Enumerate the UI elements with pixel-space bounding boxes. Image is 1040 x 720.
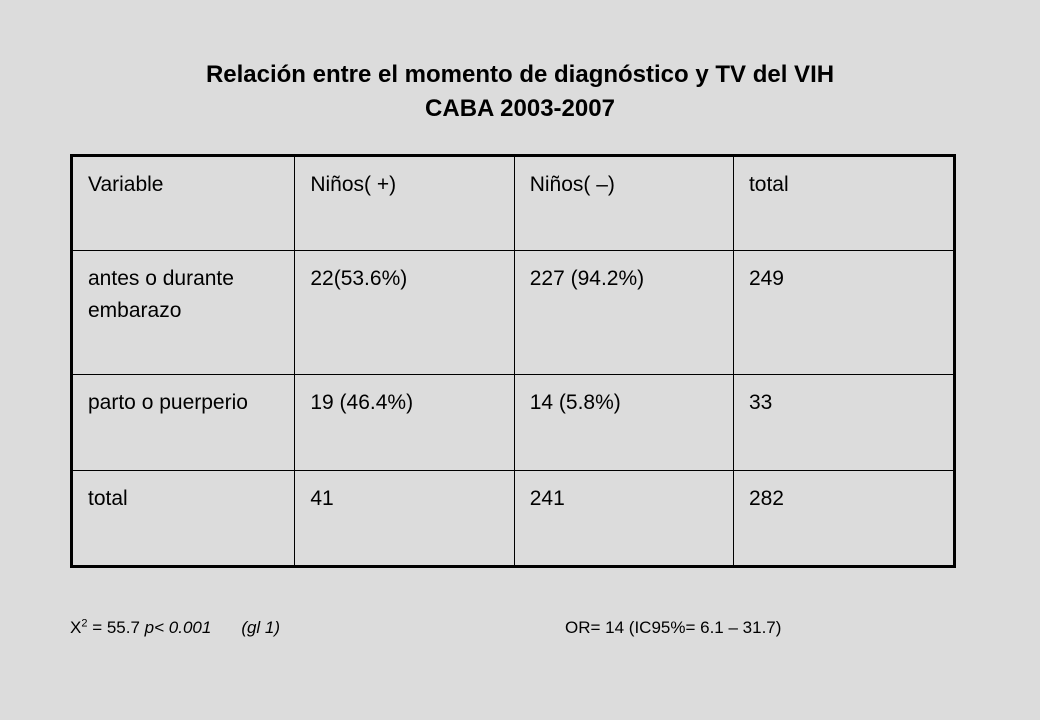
diagnosis-table: Variable Niños( +) Niños( –) total antes… xyxy=(70,154,956,568)
title-line-2: CABA 2003-2007 xyxy=(425,95,615,122)
chi-symbol: X xyxy=(70,618,82,637)
table-cell: total xyxy=(70,470,296,567)
table-row: total 41 241 282 xyxy=(70,470,956,567)
table-cell: 282 xyxy=(732,470,956,567)
table-cell: 249 xyxy=(732,250,956,375)
table-header-row: Variable Niños( +) Niños( –) total xyxy=(70,155,956,251)
title-line-1: Relación entre el momento de diagnóstico… xyxy=(205,61,835,88)
table-row: antes o durante embarazo 22(53.6%) 227 (… xyxy=(70,250,956,375)
odds-ratio: OR= 14 (IC95%= 6.1 – 31.7) xyxy=(565,618,782,637)
header-cell-ninos-positive: Niños( +) xyxy=(294,155,515,251)
table-cell: 33 xyxy=(732,374,956,471)
chi-superscript: 2 xyxy=(81,617,88,630)
slide-title: Relación entre el momento de diagnóstico… xyxy=(0,58,1040,126)
table-cell: 22(53.6%) xyxy=(294,250,515,375)
header-cell-ninos-negative: Niños( –) xyxy=(513,155,734,251)
header-cell-variable: Variable xyxy=(70,155,296,251)
table-cell: antes o durante embarazo xyxy=(70,250,296,375)
table-cell: parto o puerperio xyxy=(70,374,296,471)
table-cell: 41 xyxy=(294,470,515,567)
table-cell: 14 (5.8%) xyxy=(513,374,734,471)
table-cell: 241 xyxy=(513,470,734,567)
table-cell: 19 (46.4%) xyxy=(294,374,515,471)
chi-value: = 55.7 xyxy=(87,618,145,637)
table-cell: 227 (94.2%) xyxy=(513,250,734,375)
degrees-of-freedom: (gl 1) xyxy=(241,618,281,637)
header-cell-total: total xyxy=(732,155,956,251)
p-value: p< 0.001 xyxy=(144,618,212,637)
table-row: parto o puerperio 19 (46.4%) 14 (5.8%) 3… xyxy=(70,374,956,471)
chi-square-statistic: X2 = 55.7 p< 0.001 (gl 1) xyxy=(70,616,280,640)
